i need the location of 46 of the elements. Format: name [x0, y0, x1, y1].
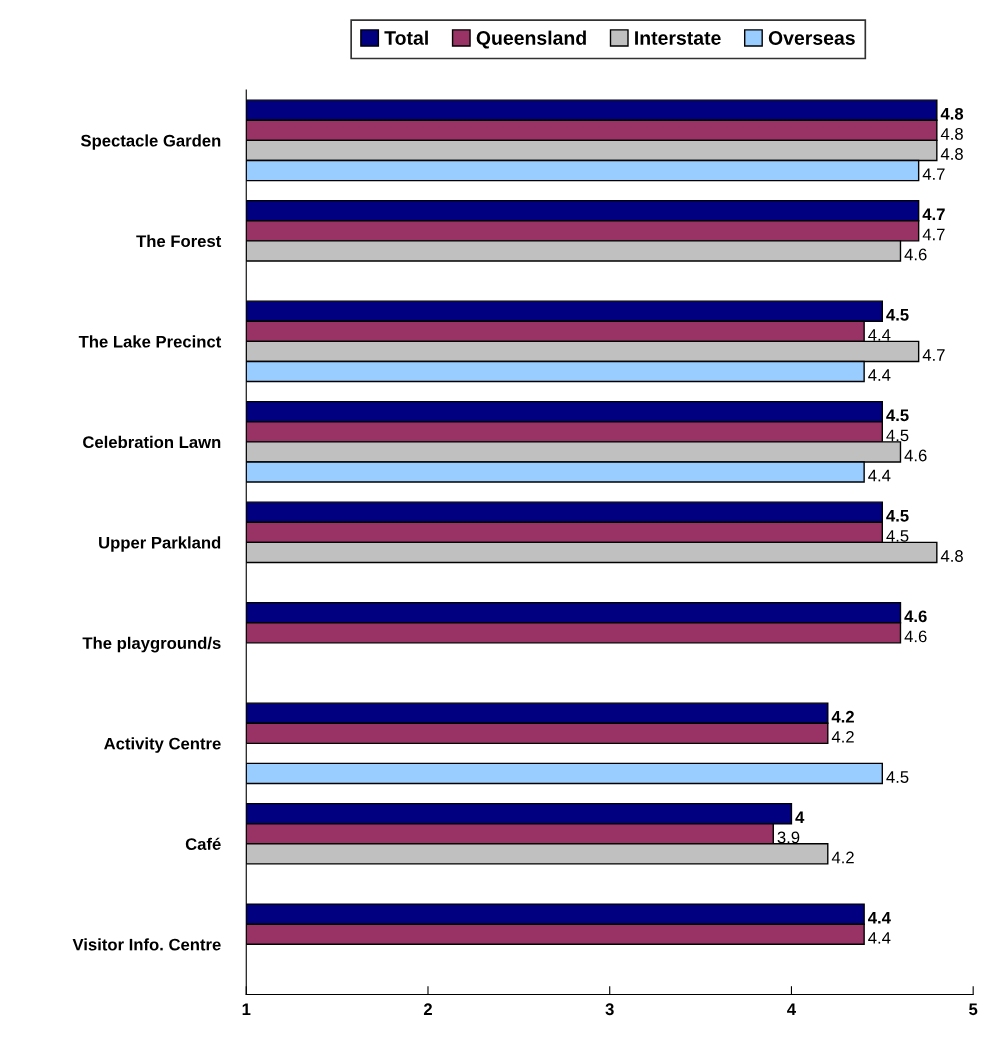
- data-label: 4.5: [886, 530, 909, 542]
- data-label: 4.8: [940, 107, 964, 120]
- data-label: 4.7: [922, 228, 945, 241]
- legend-label: Overseas: [768, 31, 855, 45]
- y-tick-label: Café: [185, 837, 221, 851]
- data-label: 4.2: [831, 730, 854, 743]
- y-tick-label: Spectacle Garden: [80, 134, 221, 150]
- data-label: 4.5: [886, 309, 909, 321]
- data-label: 4.4: [868, 469, 891, 482]
- data-label: 4.8: [940, 128, 963, 140]
- legend-label: Total: [384, 30, 428, 45]
- data-label: 4.8: [940, 148, 963, 160]
- data-label: 4.7: [922, 208, 945, 221]
- data-label: 4.6: [904, 630, 927, 643]
- legend-label: Interstate: [635, 31, 721, 45]
- data-label: 4.8: [940, 550, 963, 562]
- data-label: 4.7: [922, 168, 945, 180]
- data-label: 4.7: [922, 349, 945, 361]
- data-label: 4: [795, 811, 805, 823]
- data-label: 4.5: [886, 510, 909, 522]
- data-label: 4.4: [868, 932, 891, 944]
- data-label: 4.5: [886, 429, 909, 442]
- x-tick-label: 3: [605, 1003, 614, 1016]
- data-label: 4.6: [904, 449, 927, 462]
- data-label: 4.6: [904, 248, 927, 261]
- x-tick-label: 5: [969, 1003, 978, 1016]
- x-tick-label: 4: [787, 1003, 796, 1015]
- data-label: 4.6: [904, 610, 927, 623]
- y-tick-label: Celebration Lawn: [83, 435, 221, 449]
- y-tick-label: Visitor Info. Centre: [72, 938, 221, 951]
- y-tick-label: Upper Parkland: [99, 536, 221, 552]
- data-label: 4.2: [831, 710, 854, 723]
- data-label: 4.4: [868, 369, 891, 381]
- data-label: 4.4: [868, 912, 891, 924]
- data-label: 4.5: [886, 771, 909, 783]
- data-label: 4.2: [831, 851, 854, 864]
- x-tick-label: 1: [242, 1003, 251, 1015]
- legend-label: Queensland: [476, 30, 586, 49]
- y-tick-label: The playground/s: [82, 636, 221, 653]
- data-label: 3.9: [777, 831, 800, 844]
- x-tick-label: 2: [423, 1003, 432, 1015]
- data-label: 4.4: [868, 329, 891, 341]
- y-tick-label: Activity Centre: [104, 737, 221, 753]
- y-tick-label: The Forest: [136, 234, 222, 248]
- data-label: 4.5: [886, 409, 909, 422]
- y-tick-label: The Lake Precinct: [78, 335, 222, 348]
